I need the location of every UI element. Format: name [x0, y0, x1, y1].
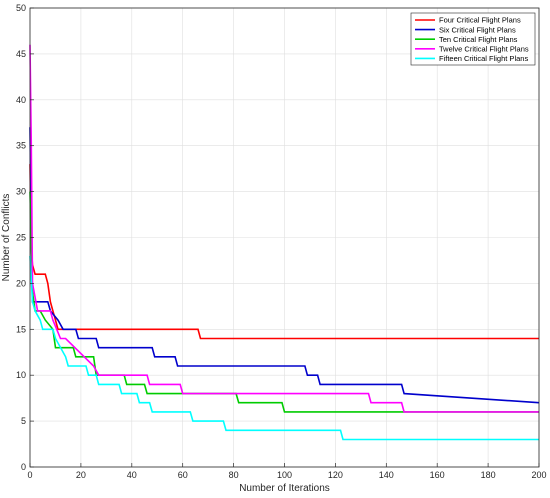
x-tick-label: 40: [127, 470, 137, 480]
legend-label: Ten Critical Flight Plans: [439, 35, 518, 44]
axis-ticks: 0 20 40 60 80 100 120 140 160 180 200 0 5 10 15 20 25 30 3…: [16, 3, 547, 480]
x-tick-label: 100: [277, 470, 292, 480]
series-line-5: [29, 255, 539, 441]
legend-label: Four Critical Flight Plans: [439, 16, 521, 25]
x-tick-label: 140: [379, 470, 394, 480]
series-lines: [29, 44, 540, 441]
y-tick-label: 30: [16, 187, 26, 197]
x-tick-label: 20: [76, 470, 86, 480]
x-tick-label: 80: [229, 470, 239, 480]
x-axis-title: Number of Iterations: [239, 483, 330, 494]
y-tick-label: 40: [16, 95, 26, 105]
y-tick-label: 20: [16, 278, 26, 288]
y-tick-label: 5: [21, 416, 26, 426]
series-line-3: [29, 191, 539, 413]
y-tick-label: 15: [16, 324, 26, 334]
y-tick-label: 25: [16, 233, 26, 243]
legend-label: Six Critical Flight Plans: [439, 25, 516, 34]
y-tick-label: 10: [16, 370, 26, 380]
y-tick-label: 45: [16, 49, 26, 59]
y-tick-label: 35: [16, 141, 26, 151]
series-line-4: [29, 44, 539, 413]
legend-label: Twelve Critical Flight Plans: [439, 45, 529, 54]
x-tick-label: 160: [430, 470, 445, 480]
x-tick-label: 60: [178, 470, 188, 480]
x-tick-label: 180: [481, 470, 496, 480]
x-tick-label: 120: [328, 470, 343, 480]
x-tick-label: 0: [27, 470, 32, 480]
series-line-1: [29, 164, 539, 340]
legend-label: Fifteen Critical Flight Plans: [439, 54, 528, 63]
y-tick-label: 0: [21, 462, 26, 472]
y-axis-title: Number of Conflicts: [1, 194, 12, 282]
series-line-2: [29, 127, 540, 404]
x-tick-label: 200: [531, 470, 546, 480]
y-tick-label: 50: [16, 3, 26, 13]
